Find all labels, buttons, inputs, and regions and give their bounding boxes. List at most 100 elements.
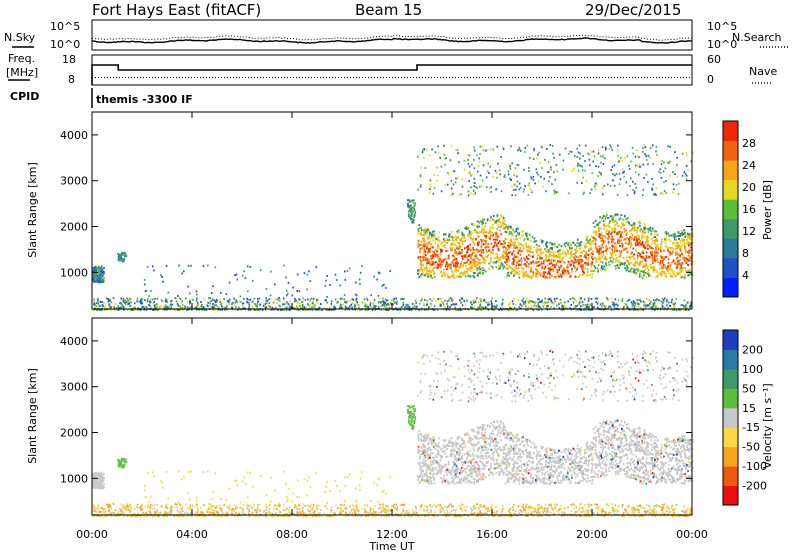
power-cell [539,257,541,260]
power-cell [124,301,126,304]
power-cell [379,297,381,300]
power-cell [476,220,479,223]
power-cell [664,256,667,259]
power-cell [537,261,540,263]
power-cell [640,300,642,303]
power-cell [123,300,126,302]
power-cell [288,306,291,309]
power-cell [508,265,511,267]
power-cell [177,304,179,306]
power-cell [164,307,167,310]
power-cell [605,229,608,232]
power-cell [579,300,581,303]
power-cell [361,301,364,304]
power-cell [654,236,656,238]
power-cell [663,271,665,274]
power-cell [689,235,691,238]
power-cell [95,273,98,275]
power-cell [570,298,573,301]
power-cell [536,305,538,308]
power-cell [600,307,603,310]
power-cell [610,309,613,311]
power-cell [600,249,602,251]
power-cell [282,303,284,306]
power-cell [377,305,380,308]
power-cell [176,302,179,305]
power-cell [583,309,585,311]
power-cell [154,297,156,300]
power-cell [420,260,423,263]
power-cell [594,238,597,241]
power-cell [608,261,610,264]
power-cell [679,267,681,270]
power-cell [689,305,691,308]
power-cell [433,230,435,233]
power-cell [261,309,264,311]
power-cell [417,242,420,245]
power-cell [175,300,178,303]
power-cell [482,269,485,272]
power-cell [614,219,617,222]
power-cell [330,300,333,303]
power-cell [543,267,546,270]
power-cell [659,255,662,258]
power-cell [453,258,456,261]
power-cell [382,297,384,300]
power-cell [461,240,464,243]
power-cell [438,247,440,250]
power-cell [258,303,261,306]
power-cell [651,259,654,262]
power-cell [634,309,636,311]
power-cell [675,298,678,300]
power-cell [315,308,318,311]
power-cell [94,304,96,307]
power-cell [596,250,599,253]
power-cell [502,217,505,219]
power-cell [459,299,461,302]
power-cell [407,305,409,308]
power-cell [524,303,527,306]
power-cell [621,298,624,300]
power-cell [117,259,120,262]
power-cell [177,305,180,307]
power-cell [309,304,311,306]
power-cell [590,308,592,311]
power-cell [509,307,511,310]
power-cell [639,298,642,301]
power-cell [493,220,496,223]
power-cell [369,304,372,307]
power-cell [679,245,681,247]
power-cell [328,308,331,311]
power-cell [482,259,485,262]
date-label: 29/Dec/2015 [585,1,681,19]
power-cell [279,298,281,301]
power-cell [427,248,430,250]
power-cell [651,305,654,308]
power-cell [219,298,221,301]
power-cell [420,241,423,244]
power-cell [628,241,631,244]
power-cell [235,299,237,301]
power-cell [521,235,523,237]
power-cell [614,265,617,267]
power-cell [217,307,219,310]
power-cell [203,298,205,301]
power-cell [419,251,421,254]
power-cell [367,308,370,311]
power-cell [655,255,658,257]
power-cell [487,217,489,220]
power-cell [216,305,218,308]
power-cell [513,306,516,309]
power-cell [588,256,590,259]
power-cell [561,306,563,309]
power-cell [609,220,611,223]
power-cell [595,301,597,304]
power-cell [382,302,385,305]
power-cell [478,306,481,309]
power-cell [624,267,626,270]
power-cell [298,298,300,301]
power-cell [437,308,439,311]
power-cell [601,261,604,264]
power-cell [576,260,579,263]
power-cell [580,297,582,300]
